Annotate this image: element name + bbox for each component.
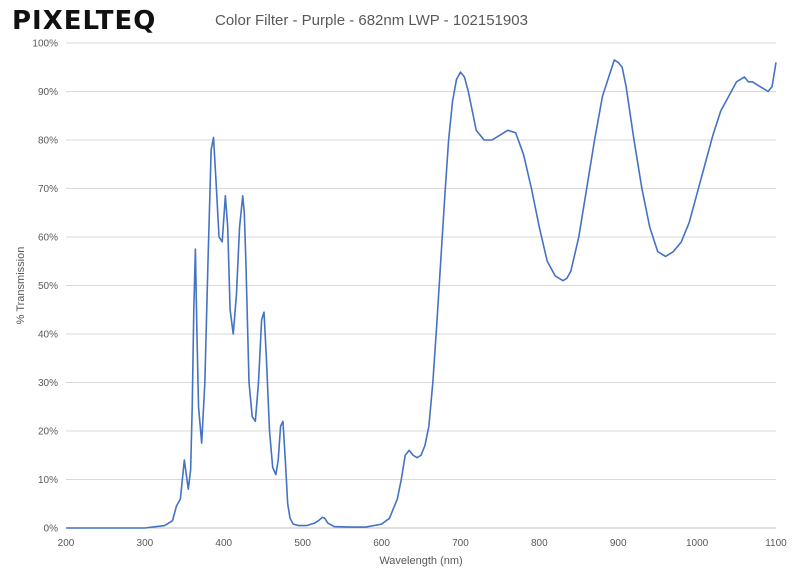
logo-text: PIXELTEQ bbox=[12, 6, 157, 36]
y-axis-title: % Transmission bbox=[15, 247, 27, 325]
y-tick-label: 100% bbox=[32, 39, 58, 50]
y-tick-label: 0% bbox=[44, 524, 59, 535]
y-tick-label: 60% bbox=[38, 233, 58, 244]
x-tick-label: 500 bbox=[294, 538, 311, 549]
y-tick-label: 30% bbox=[38, 378, 58, 389]
x-tick-label: 600 bbox=[373, 538, 390, 549]
x-tick-label: 200 bbox=[58, 538, 75, 549]
transmission-series-line bbox=[66, 59, 777, 529]
x-tick-label: 300 bbox=[137, 538, 154, 549]
x-tick-label: 400 bbox=[215, 538, 232, 549]
chart-title: Color Filter - Purple - 682nm LWP - 1021… bbox=[215, 12, 528, 29]
y-tick-label: 40% bbox=[38, 330, 58, 341]
x-tick-label: 1100 bbox=[765, 538, 787, 549]
pixelteq-logo: PIXELTEQ bbox=[12, 6, 156, 36]
x-axis-ticks: 200 300 400 500 600 700 800 900 1000 1100 bbox=[58, 538, 788, 549]
x-tick-label: 1000 bbox=[686, 538, 709, 549]
x-tick-label: 800 bbox=[531, 538, 548, 549]
y-tick-label: 10% bbox=[38, 475, 58, 486]
x-tick-label: 900 bbox=[610, 538, 627, 549]
y-tick-label: 20% bbox=[38, 427, 58, 438]
gridlines bbox=[66, 42, 776, 480]
y-axis-ticks: 0% 10% 20% 30% 40% 50% 60% 70% 80% 90% 100% bbox=[32, 39, 58, 535]
y-tick-label: 90% bbox=[38, 87, 58, 98]
x-axis-title: Wavelength (nm) bbox=[379, 555, 462, 567]
y-tick-label: 70% bbox=[38, 184, 58, 195]
x-tick-label: 700 bbox=[452, 538, 469, 549]
y-tick-label: 50% bbox=[38, 281, 58, 292]
y-tick-label: 80% bbox=[38, 136, 58, 147]
